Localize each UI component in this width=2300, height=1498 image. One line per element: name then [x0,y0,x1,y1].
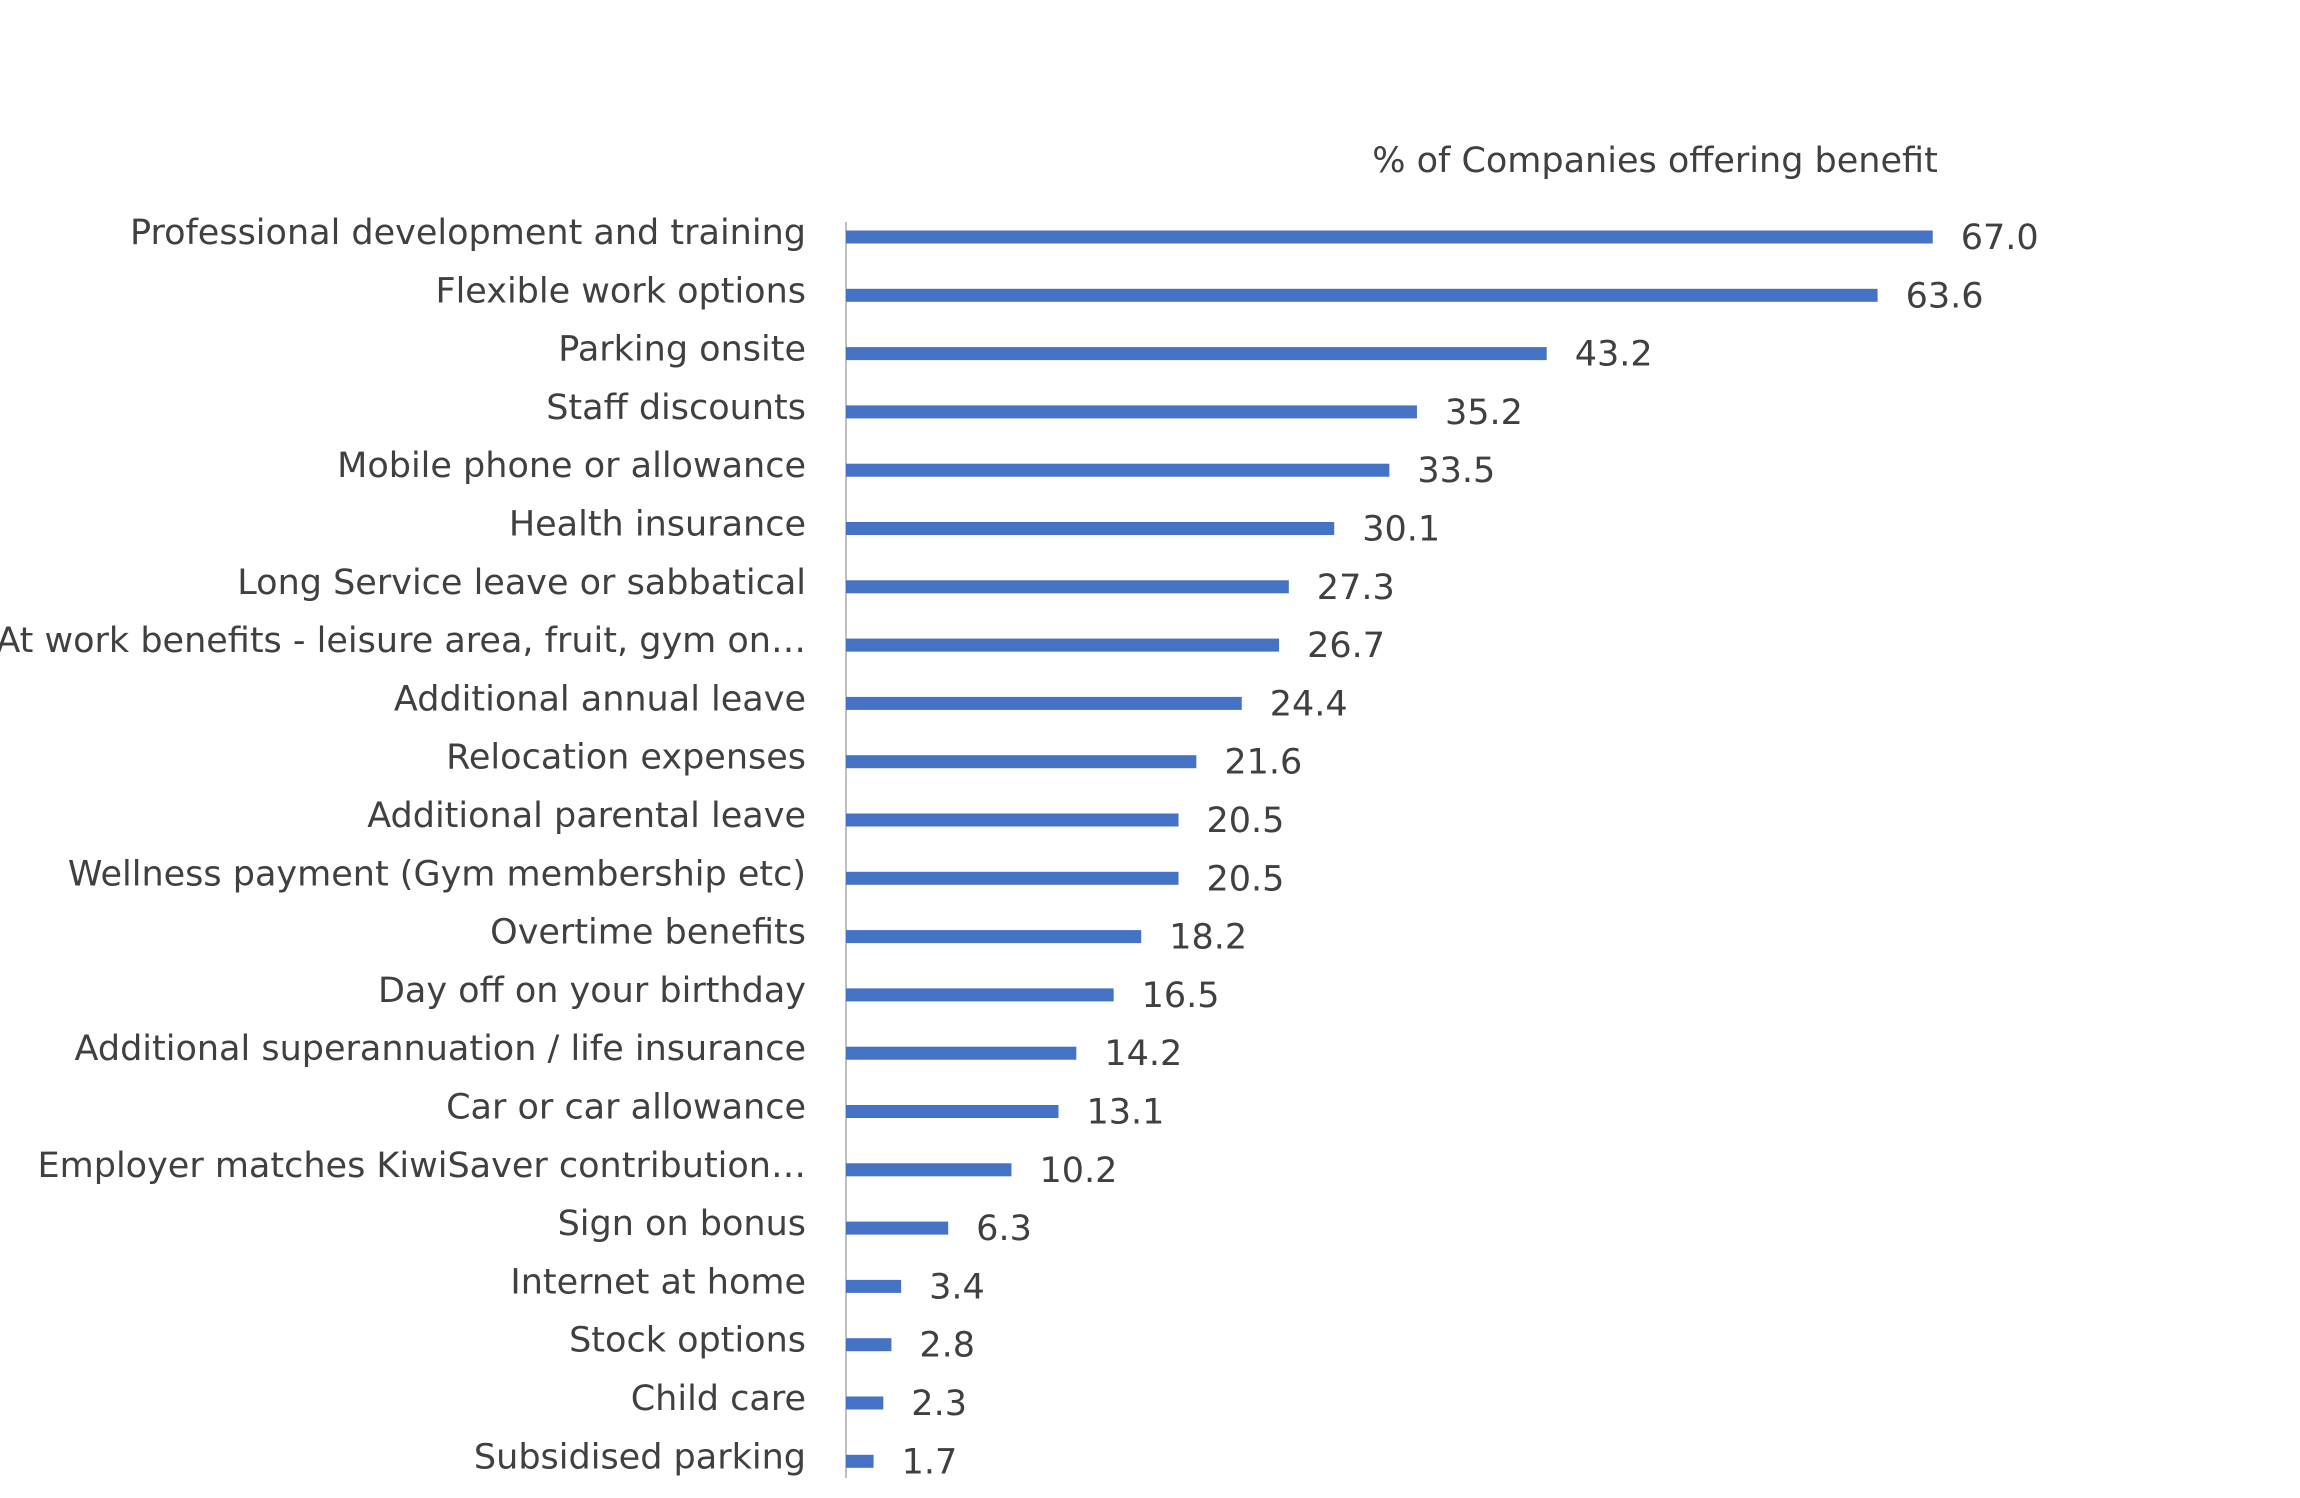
value-label: 63.6 [1906,276,1984,316]
category-label: Additional parental leave [367,796,806,836]
value-label: 21.6 [1224,743,1302,783]
bar [846,871,1179,885]
category-label: Child care [631,1379,806,1419]
bar [846,755,1197,769]
bar [846,930,1142,944]
value-label: 14.2 [1104,1034,1182,1074]
category-label: Health insurance [509,505,806,545]
bar [846,1279,902,1293]
value-label: 43.2 [1575,335,1653,375]
chart-title: % of Companies offering benefit [1372,141,1938,181]
bar [846,1163,1012,1177]
value-label: 24.4 [1270,684,1348,724]
category-label: Overtime benefits [490,913,806,953]
bar [846,1105,1059,1118]
category-label: Additional annual leave [394,679,806,719]
category-label: Flexible work options [435,271,806,311]
value-label: 6.3 [976,1209,1032,1249]
bar [846,1221,949,1235]
category-label: Car or car allowance [446,1088,806,1128]
bar [846,1396,884,1410]
bar [846,405,1417,419]
category-label: Subsidised parking [474,1437,806,1477]
bar [846,347,1547,361]
value-label: 35.2 [1445,393,1523,433]
bar [846,1338,892,1352]
value-label: 20.5 [1207,859,1285,899]
bar [846,813,1179,827]
bar [846,638,1280,652]
value-label: 27.3 [1317,568,1395,608]
value-label: 16.5 [1142,976,1220,1016]
bar [846,580,1289,594]
value-label: 26.7 [1307,626,1385,666]
category-label: Stock options [569,1321,806,1361]
value-label: 30.1 [1362,510,1440,550]
value-label: 18.2 [1169,918,1247,958]
value-label: 13.1 [1086,1093,1164,1133]
value-label: 3.4 [929,1267,985,1307]
category-label: Professional development and training [130,213,806,253]
category-label: Sign on bonus [558,1204,806,1244]
bar [846,230,1933,244]
bar [846,288,1878,302]
bar [846,988,1114,1002]
value-label: 2.8 [919,1326,975,1366]
bar [846,1046,1077,1060]
category-label: Staff discounts [546,388,806,428]
category-label: Internet at home [510,1262,806,1302]
bar [846,696,1242,710]
bar [846,522,1335,535]
value-label: 33.5 [1417,451,1495,491]
value-label: 2.3 [911,1384,967,1424]
bar [846,1454,874,1468]
category-label: Mobile phone or allowance [337,446,806,486]
category-label: Parking onsite [558,330,806,370]
category-label: At work benefits - leisure area, fruit, … [0,621,806,661]
value-label: 67.0 [1961,218,2039,258]
value-label: 20.5 [1207,801,1285,841]
category-label: Additional superannuation / life insuran… [75,1029,806,1069]
value-label: 1.7 [902,1442,958,1482]
category-label: Wellness payment (Gym membership etc) [68,854,806,894]
bar [846,463,1390,477]
category-label: Employer matches KiwiSaver contribution… [38,1146,806,1186]
category-label: Long Service leave or sabbatical [237,563,806,603]
category-label: Relocation expenses [446,738,806,778]
category-label: Day off on your birthday [378,971,806,1011]
value-label: 10.2 [1039,1151,1117,1191]
